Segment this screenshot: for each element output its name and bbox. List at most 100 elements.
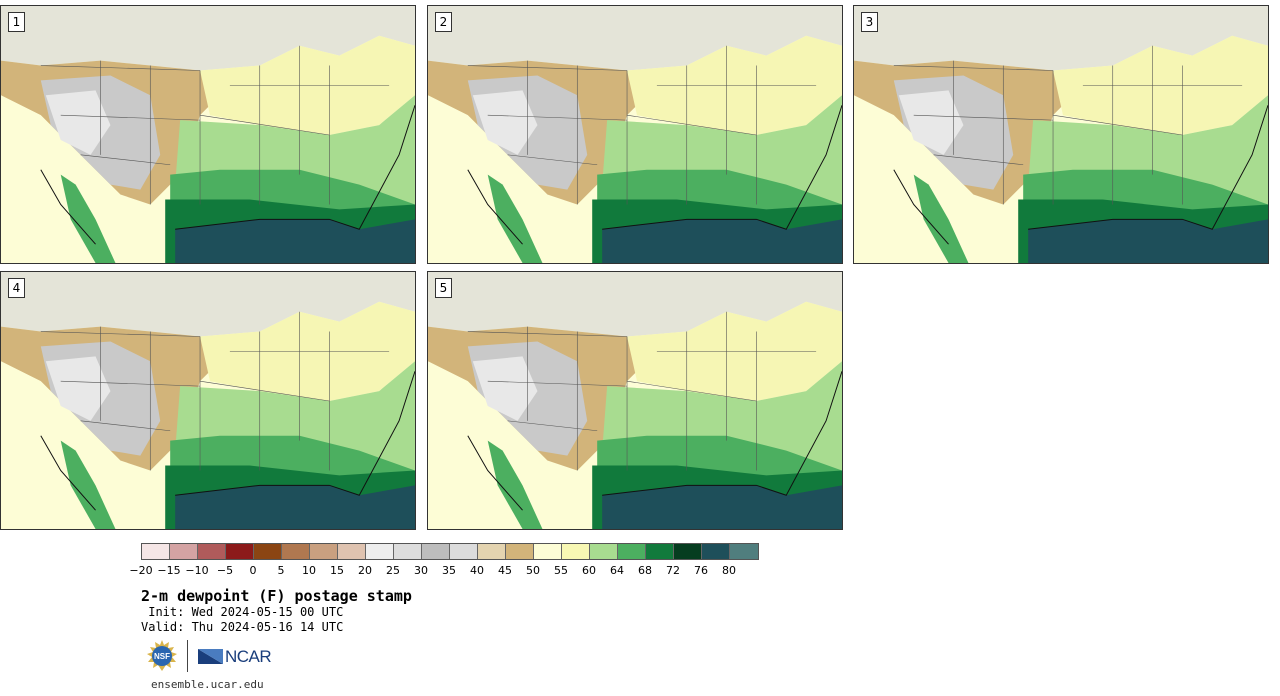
pacific-yellow [1,420,81,529]
colorbar-swatch [170,544,198,559]
colorbar-tick-label: 35 [442,564,456,577]
coastline [40,105,415,245]
colorbar-swatch [478,544,506,559]
panel-number-label: 5 [435,278,452,298]
colorbar-tick-label: 72 [666,564,680,577]
map-panel-2: 2 [427,5,843,264]
state-border [80,154,171,166]
colorbar-swatch [366,544,394,559]
colorbar-swatch [338,544,366,559]
map-panel-5: 5 [427,271,843,530]
panel-number-label: 1 [8,12,25,32]
colorbar-swatch [254,544,282,559]
colorbar-tick-label: 25 [386,564,400,577]
ncar-logo-text: NCAR [225,647,272,666]
coastline [467,371,842,511]
map-panel-1: 1 [0,5,416,264]
canada-land [854,6,1268,71]
coastline [40,371,415,511]
colorbar-tick-label: 15 [330,564,344,577]
valid-time: Valid: Thu 2024-05-16 14 UTC [141,620,344,634]
nsf-logo: NSF [147,640,177,671]
colorbar-tick-label: 76 [694,564,708,577]
gulf-water [1028,219,1268,263]
colorbar-tick-label: 50 [526,564,540,577]
state-border [199,380,330,402]
colorbar-swatch [282,544,310,559]
state-border [467,331,628,337]
colorbar-swatch [394,544,422,559]
colorbar-swatch [422,544,450,559]
colorbar-tick-label: 40 [470,564,484,577]
state-border [60,380,201,387]
colorbar-swatch [142,544,170,559]
dewpoint-map [1,6,415,263]
colorbar-tick-label: 45 [498,564,512,577]
colorbar-tick-label: 68 [638,564,652,577]
colorbar-swatch [226,544,254,559]
state-border [487,380,628,387]
state-border [1052,114,1183,136]
colorbar-swatch [450,544,478,559]
mexico-green [913,174,969,263]
colorbar [141,543,759,560]
colorbar-tick-label: 30 [414,564,428,577]
colorbar-tick-label: 60 [582,564,596,577]
colorbar-swatch [534,544,562,559]
state-border [199,114,330,136]
colorbar-tick-label: 64 [610,564,624,577]
panel-number-label: 4 [8,278,25,298]
state-border [80,420,171,432]
colorbar-tick-label: 80 [722,564,736,577]
panel-number-label: 2 [435,12,452,32]
state-border [913,114,1054,121]
canada-land [428,6,842,71]
init-time: Init: Wed 2024-05-15 00 UTC [141,605,344,619]
coastline [467,105,842,245]
canada-land [428,272,842,337]
state-border [933,154,1024,166]
west-light [472,356,538,421]
gulf-water [175,485,415,529]
mexico-green [487,440,543,529]
mexico-green [487,174,543,263]
colorbar-tick-label: −20 [129,564,153,577]
colorbar-swatch [730,544,758,559]
pacific-yellow [1,154,81,263]
colorbar-tick-label: −5 [216,564,234,577]
colorbar-swatch [310,544,338,559]
coastline [893,105,1268,245]
colorbar-tick-label: 20 [358,564,372,577]
west-light [472,90,538,155]
gulf-water [602,485,842,529]
state-border [40,65,201,71]
colorbar-swatch [618,544,646,559]
dewpoint-map [428,6,842,263]
colorbar-swatch [674,544,702,559]
west-light [898,90,964,155]
pacific-yellow [854,154,934,263]
dewpoint-map [428,272,842,529]
pacific-yellow [428,154,508,263]
colorbar-swatch [562,544,590,559]
colorbar-swatch [702,544,730,559]
canada-land [1,6,415,71]
mexico-green [60,440,116,529]
plot-title: 2-m dewpoint (F) postage stamp [141,587,412,605]
colorbar-tick-label: 55 [554,564,568,577]
gulf-water [602,219,842,263]
state-border [467,65,628,71]
state-border [626,380,757,402]
footer-url: ensemble.ucar.edu [151,678,264,691]
gulf-water [175,219,415,263]
dewpoint-map [854,6,1268,263]
state-border [60,114,201,121]
map-panel-3: 3 [853,5,1269,264]
ncar-logo [198,649,223,664]
colorbar-swatch [506,544,534,559]
state-border [893,65,1054,71]
west-light [45,356,111,421]
svg-text:NSF: NSF [154,652,170,661]
mexico-green [60,174,116,263]
state-border [507,154,598,166]
